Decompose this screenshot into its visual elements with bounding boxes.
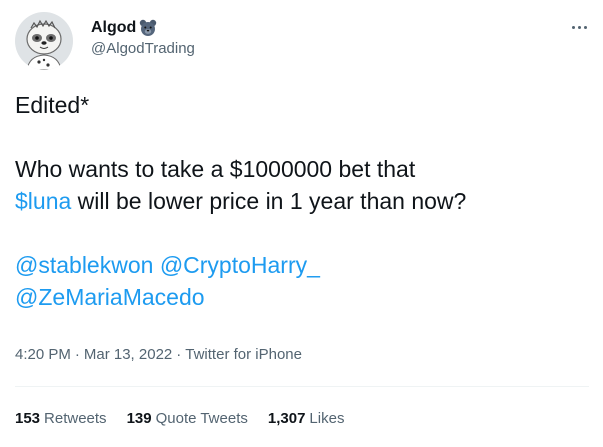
- tweet-line-luna-rest: will be lower price in 1 year than now?: [71, 188, 467, 214]
- display-name-row[interactable]: Algod: [91, 18, 195, 38]
- tweet-line-bet: Who wants to take a $1000000 bet that: [15, 156, 416, 182]
- avatar[interactable]: [15, 12, 73, 70]
- quote-tweets-stat[interactable]: 139 Quote Tweets: [127, 409, 248, 429]
- user-handle[interactable]: @AlgodTrading: [91, 40, 195, 57]
- tweet-line-luna: $luna will be lower price in 1 year than…: [15, 185, 590, 217]
- user-names: Algod @AlgodTrading: [91, 18, 195, 59]
- divider: [15, 386, 589, 387]
- tweet-line-edited: Edited*: [15, 92, 90, 118]
- mention-link[interactable]: @stablekwon: [15, 252, 154, 278]
- sloth-avatar-icon: [15, 12, 73, 70]
- retweets-label: Retweets: [44, 410, 107, 427]
- tweet-stats: 153 Retweets 139 Quote Tweets 1,307 Likes: [15, 409, 364, 429]
- cashtag-link[interactable]: $luna: [15, 188, 72, 214]
- tweet-time[interactable]: 4:20 PM: [15, 346, 71, 363]
- more-options-button[interactable]: [570, 24, 590, 32]
- meta-separator: ·: [74, 346, 80, 363]
- quote-tweets-label: Quote Tweets: [155, 410, 248, 427]
- tweet-meta: 4:20 PM · Mar 13, 2022 · Twitter for iPhone: [15, 345, 302, 365]
- likes-stat[interactable]: 1,307 Likes: [268, 409, 345, 429]
- tweet-date[interactable]: Mar 13, 2022: [83, 346, 173, 363]
- mentions-line-1: @stablekwon @CryptoHarry_: [15, 249, 590, 281]
- display-name[interactable]: Algod: [91, 19, 137, 36]
- retweets-stat[interactable]: 153 Retweets: [15, 409, 107, 429]
- blank-line: [15, 121, 590, 153]
- blank-line: [15, 217, 590, 249]
- mentions-line-2: @ZeMariaMacedo: [15, 281, 590, 313]
- likes-count: 1,307: [267, 410, 306, 427]
- tweet-text: Edited* Who wants to take a $1000000 bet…: [15, 89, 590, 313]
- bear-emoji-icon: [138, 18, 158, 38]
- tweet-source[interactable]: Twitter for iPhone: [185, 346, 302, 363]
- retweets-count: 153: [15, 410, 41, 427]
- tweet-header: Algod @AlgodTrading: [15, 12, 590, 70]
- likes-label: Likes: [309, 410, 345, 427]
- mention-link[interactable]: @ZeMariaMacedo: [15, 284, 205, 310]
- mention-link[interactable]: @CryptoHarry_: [159, 252, 320, 278]
- quote-tweets-count: 139: [126, 410, 152, 427]
- meta-separator: ·: [176, 346, 182, 363]
